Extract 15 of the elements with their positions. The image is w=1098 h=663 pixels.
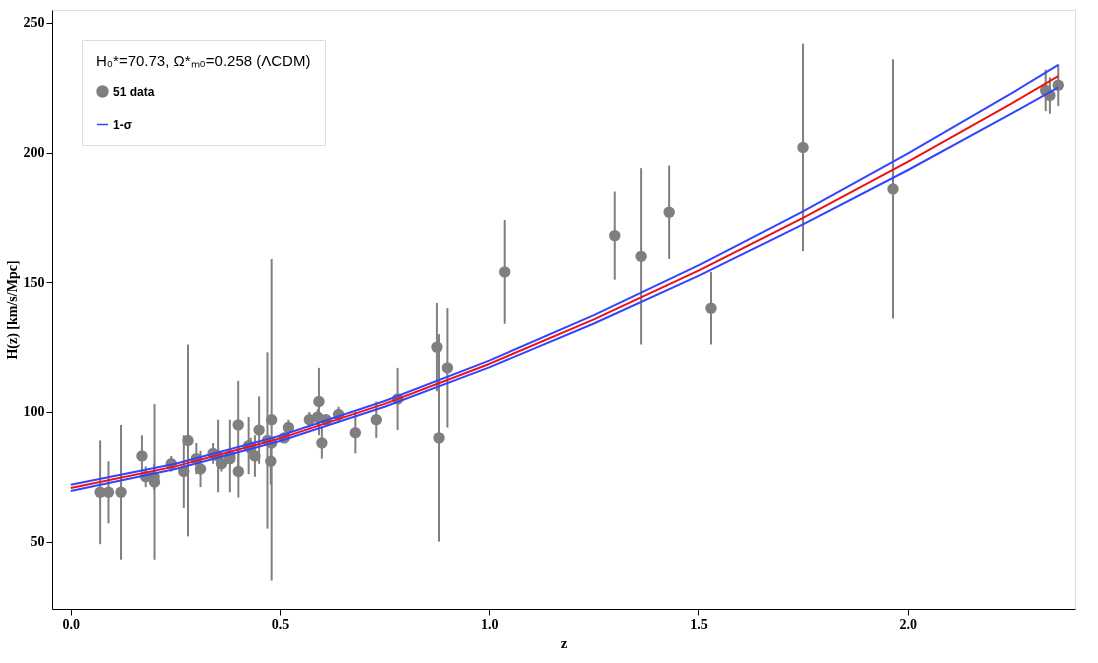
legend-label: 51 data	[113, 84, 155, 99]
x-tick-label: 0.5	[271, 616, 290, 632]
x-tick-label: 2.0	[899, 616, 917, 632]
y-tick-label: 200	[23, 145, 45, 161]
x-tick-label: 1.5	[690, 616, 708, 632]
legend-title: H₀*=70.73, Ω*ₘ₀=0.258 (ΛCDM)	[96, 52, 311, 69]
y-tick-label: 50	[30, 534, 45, 550]
x-tick-label: 0.0	[62, 616, 81, 632]
legend-label: 1-σ	[113, 117, 132, 132]
x-axis-title: z	[560, 634, 568, 651]
x-tick-label: 1.0	[480, 616, 499, 632]
y-tick-label: 250	[23, 15, 45, 31]
y-axis-title: H(z) [km/s/Mpc]	[4, 260, 21, 360]
y-tick-label: 150	[23, 274, 45, 290]
y-tick-label: 100	[23, 404, 45, 420]
